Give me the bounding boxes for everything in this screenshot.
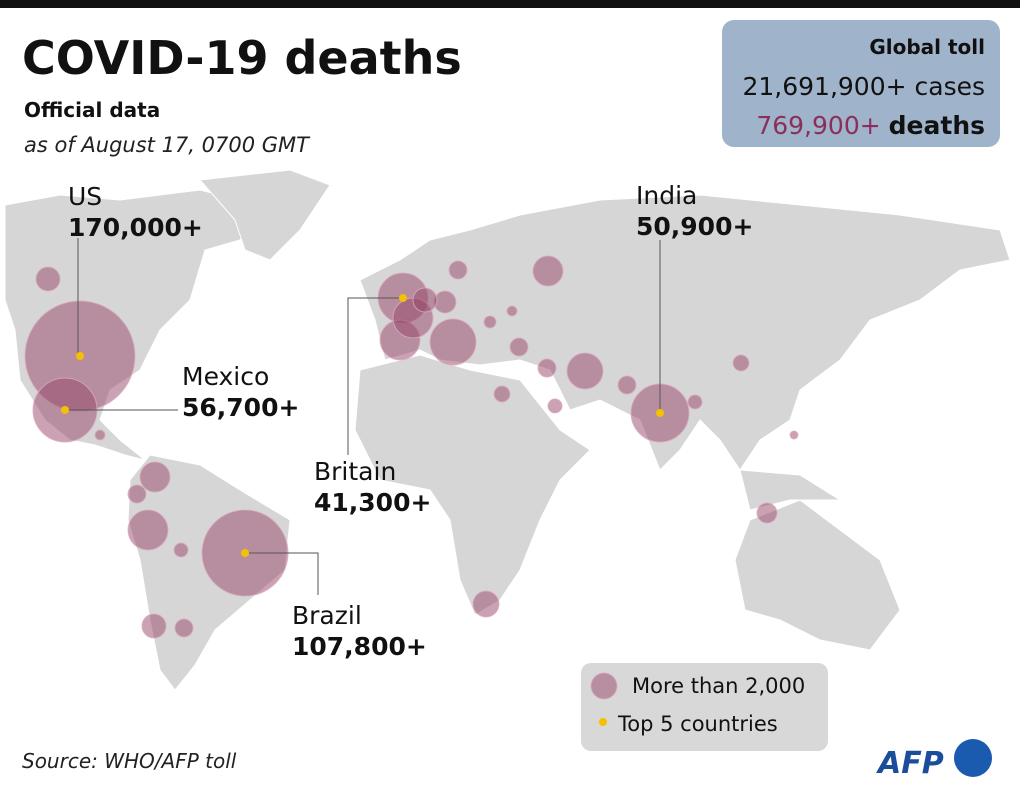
callout-label: Mexico bbox=[182, 362, 269, 391]
global-deaths: 769,900+ deaths bbox=[756, 111, 985, 140]
bubble bbox=[493, 385, 511, 403]
global-deaths-word: deaths bbox=[889, 111, 985, 140]
bubble bbox=[509, 337, 529, 357]
bubble bbox=[532, 255, 564, 287]
legend bbox=[581, 663, 828, 751]
title: COVID-19 deaths bbox=[22, 31, 462, 85]
subtitle: Official data bbox=[24, 98, 160, 122]
world-map bbox=[4, 169, 1011, 691]
bubble bbox=[448, 260, 468, 280]
global-cases: 21,691,900+ cases bbox=[742, 72, 985, 101]
bubble bbox=[139, 461, 171, 493]
global-deaths-value: 769,900+ bbox=[756, 111, 880, 140]
global-toll-title: Global toll bbox=[869, 35, 985, 59]
bubble bbox=[35, 266, 61, 292]
callout-value: 50,900+ bbox=[636, 212, 753, 241]
date: as of August 17, 0700 GMT bbox=[24, 133, 311, 157]
logo-text: AFP bbox=[876, 746, 944, 781]
bubble bbox=[472, 590, 500, 618]
legend-dot bbox=[599, 718, 607, 726]
bubble bbox=[127, 484, 147, 504]
top5-dots bbox=[61, 294, 664, 557]
legend-label: Top 5 countries bbox=[617, 712, 778, 736]
callout-label: Brazil bbox=[292, 601, 362, 630]
bubble bbox=[547, 398, 563, 414]
bubble bbox=[687, 394, 703, 410]
top-bar bbox=[0, 0, 1020, 8]
top5-dot bbox=[656, 409, 664, 417]
bubble bbox=[506, 305, 518, 317]
bubble bbox=[732, 354, 750, 372]
bubble bbox=[617, 375, 637, 395]
callout-label: Britain bbox=[314, 457, 396, 486]
callout-lines bbox=[65, 238, 661, 595]
callout-line bbox=[347, 297, 403, 455]
bubble bbox=[537, 358, 557, 378]
bubble bbox=[412, 287, 438, 313]
logo-circle bbox=[954, 739, 992, 777]
callout-label: India bbox=[636, 181, 697, 210]
callout-value: 56,700+ bbox=[182, 393, 299, 422]
callout-label: US bbox=[68, 182, 102, 211]
bubble bbox=[789, 430, 799, 440]
bubble bbox=[483, 315, 497, 329]
callout-value: 107,800+ bbox=[292, 632, 427, 661]
bubble bbox=[141, 613, 167, 639]
bubble bbox=[566, 352, 604, 390]
top5-dot bbox=[399, 294, 407, 302]
bubble bbox=[174, 618, 194, 638]
top5-dot bbox=[241, 549, 249, 557]
callout-value: 41,300+ bbox=[314, 488, 431, 517]
callout-value: 170,000+ bbox=[68, 213, 203, 242]
bubble bbox=[173, 542, 189, 558]
top5-dot bbox=[76, 352, 84, 360]
bubble bbox=[756, 502, 778, 524]
bubble bbox=[429, 318, 477, 366]
callout-line bbox=[245, 552, 319, 595]
source: Source: WHO/AFP toll bbox=[22, 749, 237, 773]
legend-label: More than 2,000 bbox=[632, 674, 805, 698]
bubble bbox=[94, 429, 106, 441]
top5-dot bbox=[61, 406, 69, 414]
legend-bubble bbox=[590, 672, 618, 700]
bubble bbox=[127, 509, 169, 551]
global-toll-box bbox=[722, 20, 1000, 147]
